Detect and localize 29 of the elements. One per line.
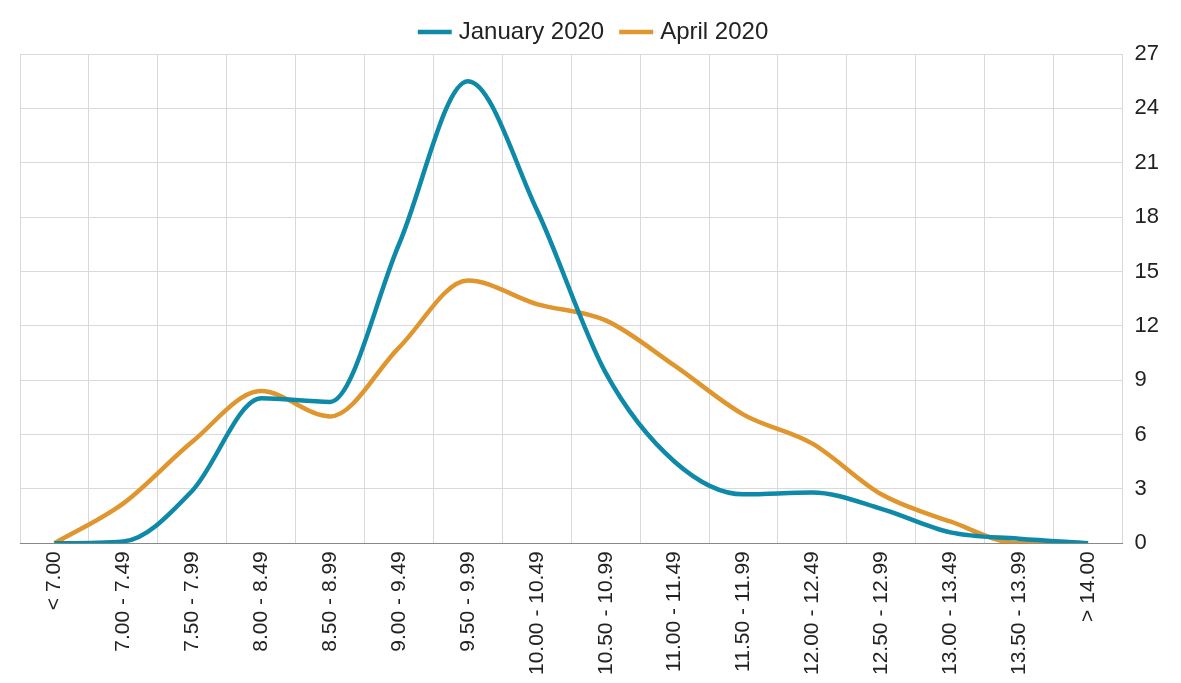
y-tick-label: 27: [1134, 40, 1160, 66]
x-tick-label: 10.00 - 10.49: [523, 551, 547, 675]
y-tick-label: 18: [1134, 203, 1160, 229]
x-tick-label: 11.00 - 11.49: [661, 551, 685, 672]
x-tick-label: 9.00 - 9.49: [385, 551, 409, 652]
y-tick-label: 3: [1134, 474, 1147, 500]
y-tick-label: 12: [1134, 311, 1160, 337]
x-tick-label: 7.00 - 7.49: [110, 551, 134, 652]
legend-label: April 2020: [660, 16, 769, 44]
x-tick-label: 11.50 - 11.99: [730, 551, 754, 672]
x-tick-label: 13.00 - 13.49: [937, 551, 961, 675]
x-tick-label: 13.50 - 13.99: [1005, 551, 1029, 675]
x-tick-label: 10.50 - 10.99: [592, 551, 616, 675]
x-tick-label: 12.00 - 12.49: [799, 551, 823, 675]
x-tick-label: 9.50 - 9.99: [454, 551, 478, 652]
x-tick-label: 8.00 - 8.49: [247, 551, 271, 652]
y-tick-label: 0: [1134, 529, 1147, 555]
line-series: [52, 78, 1091, 544]
y-tick-label: 15: [1134, 257, 1160, 283]
y-tick-label: 24: [1134, 94, 1160, 120]
x-tick-label: 12.50 - 12.99: [868, 551, 892, 675]
y-tick-label: 6: [1134, 420, 1147, 446]
x-tick-label: 8.50 - 8.99: [316, 551, 340, 652]
y-tick-label: 9: [1134, 366, 1147, 392]
x-tick-label: 7.50 - 7.99: [179, 551, 203, 652]
legend-label: January 2020: [458, 16, 605, 44]
x-tick-label: < 7.00: [41, 551, 65, 611]
y-tick-label: 21: [1134, 148, 1160, 174]
x-tick-label: > 14.00: [1074, 551, 1098, 622]
